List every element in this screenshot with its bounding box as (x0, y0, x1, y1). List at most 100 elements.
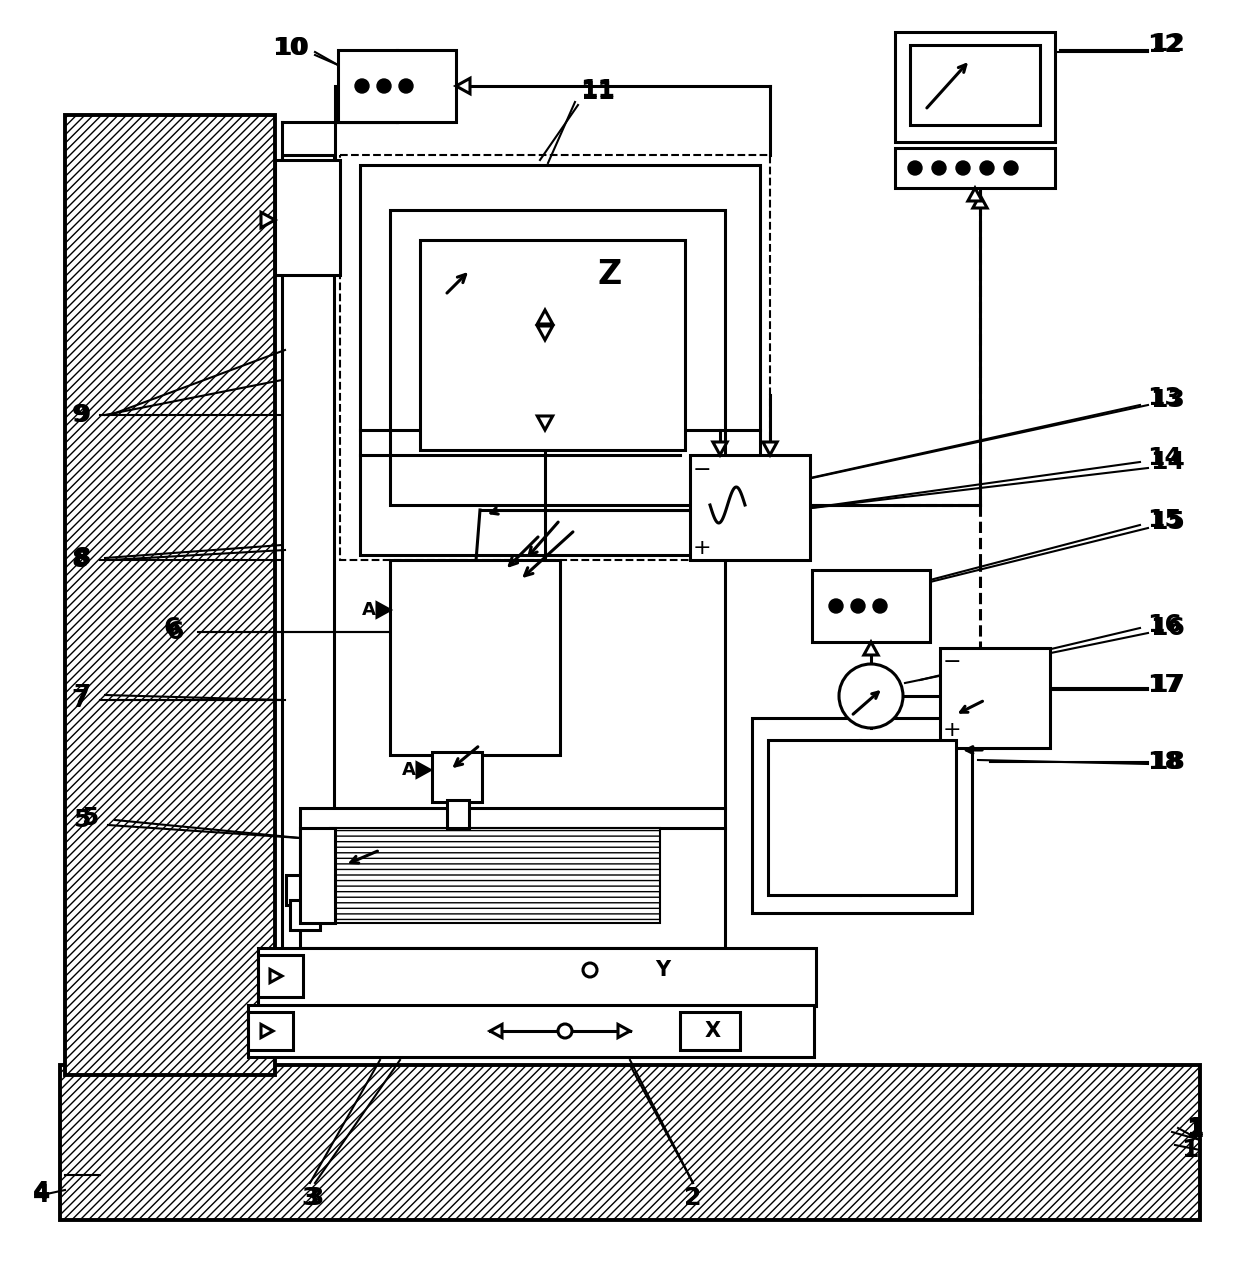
Bar (248, 1005, 813, 1057)
Circle shape (1004, 161, 1018, 174)
Polygon shape (417, 763, 430, 777)
Circle shape (932, 161, 946, 174)
Text: 12: 12 (1147, 33, 1183, 57)
Bar (300, 828, 335, 923)
Polygon shape (763, 442, 777, 455)
Bar (330, 828, 660, 923)
Circle shape (399, 78, 413, 94)
Text: 1: 1 (1182, 1138, 1199, 1162)
Text: Y: Y (656, 959, 671, 980)
Text: 11: 11 (580, 80, 615, 104)
Text: 4: 4 (33, 1183, 51, 1207)
Polygon shape (260, 212, 275, 228)
Text: X: X (704, 1021, 722, 1042)
Text: 15: 15 (1151, 509, 1185, 533)
Bar (446, 800, 469, 828)
Text: 2: 2 (684, 1186, 702, 1210)
Bar (895, 32, 1055, 142)
Bar (689, 455, 810, 560)
Text: 6: 6 (166, 621, 184, 643)
Bar (286, 875, 326, 905)
Circle shape (908, 161, 923, 174)
Polygon shape (377, 603, 391, 617)
Text: 12: 12 (1151, 32, 1185, 56)
Polygon shape (537, 416, 553, 430)
Text: 18: 18 (1151, 750, 1185, 774)
Bar (910, 46, 1040, 125)
Text: 9: 9 (72, 403, 89, 427)
Bar (391, 560, 560, 755)
Bar (339, 51, 456, 123)
Circle shape (956, 161, 970, 174)
Text: 5: 5 (82, 806, 99, 830)
Polygon shape (260, 1024, 273, 1038)
Bar (432, 752, 482, 801)
Bar (281, 155, 334, 1025)
Text: 16: 16 (1147, 613, 1183, 637)
Text: 17: 17 (1151, 672, 1185, 696)
Bar (258, 948, 816, 1006)
Text: 6: 6 (164, 616, 181, 640)
Bar (300, 808, 725, 948)
Text: 9: 9 (73, 403, 91, 427)
Text: 1: 1 (1187, 1117, 1204, 1141)
Bar (895, 148, 1055, 188)
Circle shape (830, 599, 843, 613)
Bar (64, 115, 275, 1074)
Bar (812, 570, 930, 642)
Text: 16: 16 (1151, 616, 1185, 640)
Text: 7: 7 (73, 683, 91, 707)
Text: 5: 5 (73, 808, 91, 832)
Text: 13: 13 (1147, 386, 1183, 410)
Text: Z: Z (598, 259, 622, 292)
Text: 8: 8 (72, 549, 89, 573)
Bar (751, 718, 972, 913)
Text: 14: 14 (1151, 450, 1185, 474)
Text: 10: 10 (273, 35, 308, 59)
Text: 7: 7 (72, 688, 89, 712)
Bar (680, 1012, 740, 1050)
Text: 3: 3 (301, 1186, 319, 1210)
Polygon shape (973, 195, 987, 209)
Text: 14: 14 (1147, 446, 1183, 470)
Text: A: A (402, 761, 415, 779)
Polygon shape (537, 310, 553, 324)
Polygon shape (270, 969, 281, 982)
Text: +: + (942, 720, 961, 739)
Bar (420, 240, 684, 450)
Text: +: + (693, 538, 712, 557)
Bar (275, 161, 340, 276)
Polygon shape (618, 1024, 630, 1038)
Circle shape (839, 664, 903, 728)
Polygon shape (537, 326, 553, 340)
Circle shape (377, 78, 391, 94)
Bar (340, 155, 770, 560)
Text: 13: 13 (1151, 388, 1185, 412)
Text: 3: 3 (306, 1186, 324, 1210)
Bar (360, 166, 760, 555)
Bar (391, 210, 725, 506)
Text: −: − (693, 460, 712, 480)
Polygon shape (864, 642, 878, 655)
Bar (290, 900, 320, 930)
Bar (60, 1066, 1200, 1220)
Bar (940, 648, 1050, 748)
Circle shape (851, 599, 866, 613)
Text: −: − (942, 652, 961, 672)
Text: 10: 10 (274, 35, 310, 59)
Polygon shape (456, 78, 470, 94)
Text: 8: 8 (73, 546, 91, 570)
Circle shape (355, 78, 370, 94)
Text: 18: 18 (1147, 750, 1183, 774)
Text: 2: 2 (684, 1186, 702, 1210)
Polygon shape (490, 1024, 502, 1038)
Circle shape (980, 161, 994, 174)
Text: 4: 4 (33, 1181, 51, 1205)
Text: 15: 15 (1147, 508, 1183, 532)
Bar (768, 739, 956, 895)
Text: 17: 17 (1147, 672, 1183, 696)
Circle shape (873, 599, 887, 613)
Text: 1: 1 (1187, 1116, 1204, 1140)
Circle shape (583, 963, 596, 977)
Bar (258, 956, 303, 997)
